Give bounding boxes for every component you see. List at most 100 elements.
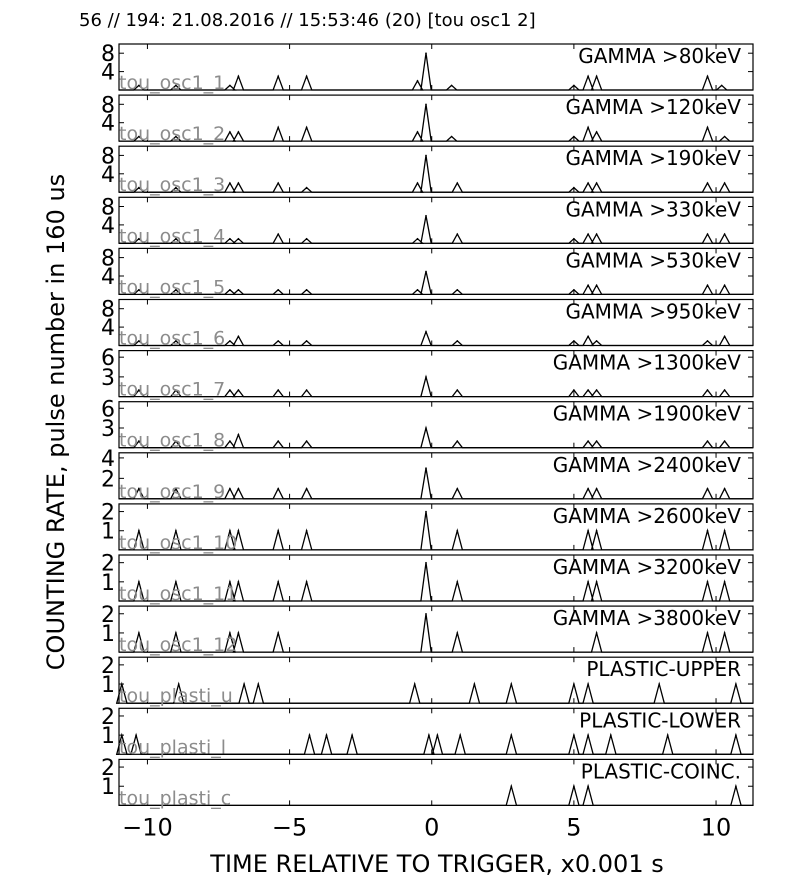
data-point — [416, 80, 419, 82]
data-point — [595, 75, 598, 77]
y-tick-label: 8 — [101, 196, 115, 221]
series-line — [115, 732, 753, 755]
data-point — [706, 75, 709, 77]
data-point — [428, 734, 430, 736]
panel-label: GAMMA >80keV — [578, 44, 741, 68]
panel-tag: tou_plasti_c — [119, 787, 231, 809]
data-point — [138, 237, 140, 240]
data-point — [510, 734, 513, 736]
data-point — [587, 182, 589, 184]
y-tick-label: 4 — [101, 163, 115, 188]
data-point — [587, 233, 589, 235]
data-point — [595, 487, 598, 490]
data-point — [573, 785, 575, 787]
data-point — [175, 289, 177, 291]
data-point — [706, 182, 709, 184]
data-point — [456, 487, 459, 490]
data-point — [425, 103, 427, 106]
data-point — [587, 487, 589, 490]
panel-label: GAMMA >2400keV — [553, 453, 742, 477]
data-point — [229, 237, 231, 240]
series-line — [119, 104, 753, 142]
data-point — [416, 289, 419, 291]
data-point — [175, 340, 177, 342]
panel-9: 12 GAMMA >2600keV tou_osc1_10 — [101, 501, 754, 554]
data-point — [237, 433, 240, 436]
data-point — [277, 581, 280, 583]
data-point — [595, 182, 598, 184]
y-tick-label: 1 — [101, 724, 115, 749]
data-point — [257, 683, 260, 685]
data-point — [456, 289, 459, 291]
data-point — [706, 487, 709, 490]
panel-label: GAMMA >2600keV — [553, 504, 742, 528]
data-point — [121, 683, 123, 685]
data-point — [666, 734, 669, 736]
data-point — [573, 84, 575, 87]
data-point — [595, 284, 598, 287]
data-point — [229, 581, 231, 583]
data-point — [510, 785, 513, 787]
data-point — [175, 389, 177, 391]
y-tick-label: 8 — [101, 298, 115, 323]
data-point — [229, 487, 231, 490]
data-point — [587, 785, 589, 787]
data-point — [237, 289, 240, 291]
data-point — [573, 389, 575, 391]
data-point — [573, 683, 575, 685]
data-point — [229, 182, 231, 184]
y-tick-label: 3 — [101, 417, 115, 442]
series-line — [119, 511, 753, 551]
data-point — [138, 340, 140, 342]
data-point — [720, 84, 723, 87]
data-point — [706, 529, 709, 532]
series-line — [119, 467, 753, 500]
x-tick-labels: −10 −5 0 5 10 — [122, 813, 731, 841]
data-point — [305, 75, 308, 77]
panel-tag: tou_osc1_12 — [119, 634, 237, 656]
panel-8: 24 GAMMA >2400keV tou_osc1_9 — [101, 447, 754, 503]
data-point — [587, 389, 589, 391]
panel-1: 48 GAMMA >120keV tou_osc1_2 — [101, 93, 754, 145]
data-point — [456, 440, 459, 442]
data-point — [413, 683, 416, 685]
data-point — [237, 389, 240, 391]
y-tick-label: 6 — [101, 346, 115, 371]
series-line — [119, 271, 753, 296]
data-point — [175, 186, 177, 189]
panel-label: GAMMA >1900keV — [553, 402, 742, 426]
x-tick-label: 5 — [566, 813, 581, 841]
y-tick-label: 1 — [101, 673, 115, 698]
data-point — [237, 237, 240, 240]
data-point — [138, 440, 140, 442]
data-point — [175, 632, 177, 634]
panel-tag: tou_plasti_l — [119, 736, 226, 758]
data-point — [456, 389, 459, 391]
data-point — [573, 135, 575, 138]
y-tick-label: 4 — [101, 316, 115, 341]
data-point — [237, 182, 240, 184]
y-tick-label: 3 — [101, 366, 115, 391]
data-point — [277, 75, 280, 77]
data-point — [425, 214, 427, 217]
data-point — [587, 683, 589, 685]
data-point — [277, 233, 280, 235]
data-point — [473, 683, 476, 685]
panel-tag: tou_osc1_8 — [119, 430, 225, 452]
panel-tag: tou_osc1_7 — [119, 379, 225, 401]
data-point — [237, 131, 240, 133]
data-point — [595, 131, 598, 133]
data-point — [305, 581, 308, 583]
data-point — [237, 581, 240, 583]
panel-frame — [118, 707, 754, 755]
panel-tag: tou_osc1_2 — [119, 123, 225, 145]
data-point — [587, 581, 589, 583]
y-tick-label: 4 — [101, 447, 115, 472]
data-point — [706, 340, 709, 342]
panel-12: 12 PLASTIC-UPPER tou_plasti_u — [101, 654, 754, 707]
y-tick-label: 4 — [101, 265, 115, 290]
panel-label: GAMMA >3800keV — [553, 606, 742, 630]
data-point — [723, 284, 726, 287]
data-point — [573, 340, 575, 342]
